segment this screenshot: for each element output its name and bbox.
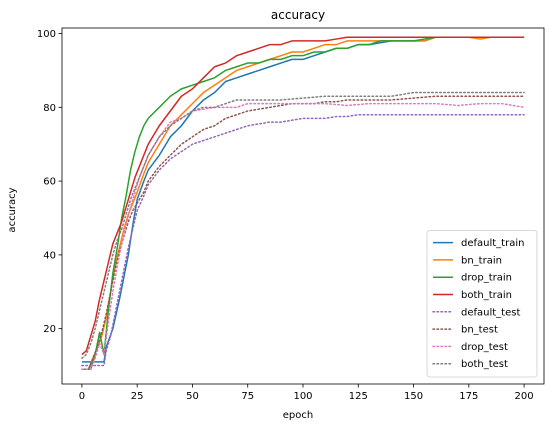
- axes: 0 25 50 75 100 125 150 175 200 20 40 60 80 100: [37, 27, 545, 402]
- series-line-default-test: [81, 113, 525, 367]
- x-tick-label: 175: [459, 391, 478, 402]
- x-tick-label: 200: [515, 391, 534, 402]
- legend-label-drop-train: drop_train: [461, 273, 512, 284]
- legend-box: [426, 230, 538, 378]
- legend-label-default-train: default_train: [461, 238, 524, 249]
- series-line-both-test: [81, 91, 525, 359]
- x-tick-label: 75: [241, 391, 254, 402]
- x-tick-label: 150: [404, 391, 423, 402]
- series-line-bn-train: [81, 36, 525, 370]
- x-tick-label: 0: [79, 391, 85, 402]
- plot-area: [81, 36, 525, 370]
- x-tick-label: 25: [131, 391, 144, 402]
- legend-label-both-test: both_test: [461, 359, 508, 370]
- x-axis-label: epoch: [283, 410, 313, 421]
- legend-label-drop-test: drop_test: [461, 342, 508, 353]
- legend-label-both-train: both_train: [461, 290, 512, 301]
- x-tick-label: 100: [293, 391, 312, 402]
- series-line-bn-test: [81, 95, 525, 370]
- y-axis-label: accuracy: [7, 187, 18, 232]
- y-tick-label: 60: [43, 177, 56, 188]
- series-line-drop-test: [81, 102, 525, 370]
- legend: default_train bn_train drop_train both_trai…: [426, 230, 538, 378]
- series-line-both-train: [81, 36, 525, 356]
- legend-label-bn-train: bn_train: [461, 255, 502, 266]
- chart-title: accuracy: [271, 8, 325, 22]
- x-tick-label: 125: [349, 391, 368, 402]
- y-tick-label: 100: [37, 29, 56, 40]
- legend-label-default-test: default_test: [461, 307, 520, 318]
- x-tick-label: 50: [186, 391, 199, 402]
- y-tick-label: 40: [43, 250, 56, 261]
- y-tick-label: 80: [43, 103, 56, 114]
- legend-label-bn-test: bn_test: [461, 325, 498, 336]
- y-tick-label: 20: [43, 324, 56, 335]
